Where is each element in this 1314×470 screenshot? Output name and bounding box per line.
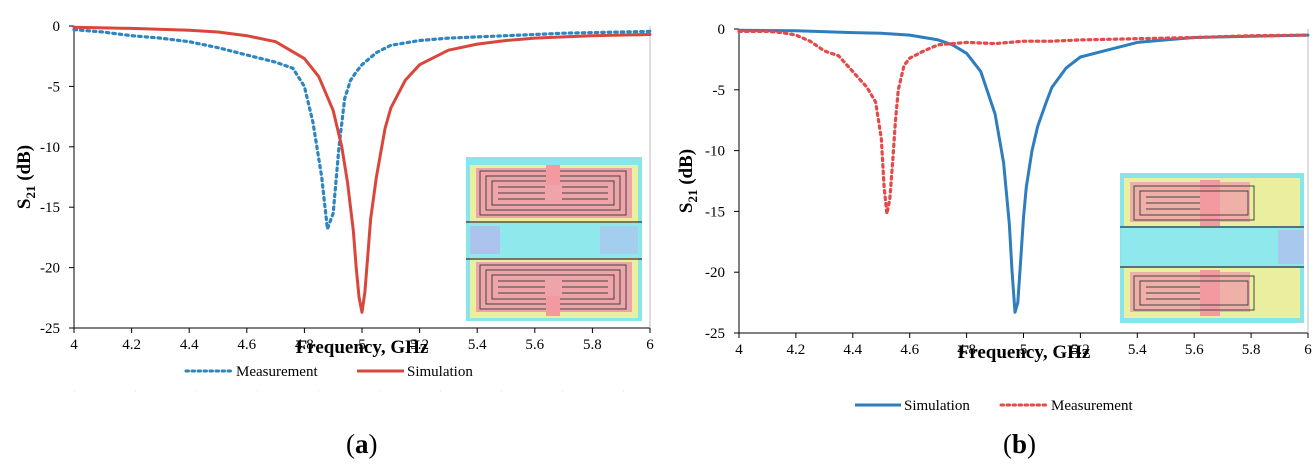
chart-b-x-tick-label: 4.8 (957, 342, 976, 358)
chart-a-x-tick-label: 5.2 (410, 337, 429, 353)
chart-b-field-inset (1120, 173, 1304, 323)
chart-b-x-axis-title: Frequency, GHz (958, 342, 1091, 363)
chart-a-x-tick-label: 6 (646, 337, 654, 353)
panel-b-label: (b) (1003, 429, 1036, 459)
chart-b-y-tick-label: -25 (705, 326, 725, 342)
chart-b-x-tick-label: 4.2 (787, 342, 806, 358)
chart-a-y-tick-label: -15 (40, 200, 60, 216)
chart-b-x-tick-label: 4 (735, 342, 743, 358)
chart-b-x-tick-label: 4.4 (843, 342, 862, 358)
chart-a-x-tick-label: 5.4 (468, 337, 487, 353)
chart-b-y-axis-title: S21 (dB) (676, 149, 700, 213)
chart-b-series-measurement-line (737, 29, 1310, 216)
panel-a-label: (a) (346, 429, 378, 459)
chart-b-x-tick-label: 5.4 (1128, 342, 1147, 358)
chart-a-y-tick-label: -5 (48, 79, 61, 95)
chart-a-x-tick-label: 4.2 (122, 337, 141, 353)
legend-a-measurement-label: Measurement (236, 364, 318, 380)
chart-b-x-tick-label: 4.6 (900, 342, 919, 358)
legend-a-simulation-label: Simulation (407, 364, 473, 380)
chart-a: 4 4.2 4.4 4.6 4.8 5 5.2 5.4 5.6 5.8 6 0 -5 -10 -15 -20 -… (40, 19, 654, 353)
chart-a-y-axis-title: S21 (dB) (14, 145, 38, 209)
chart-a-x-tick-label: 4.4 (180, 337, 199, 353)
chart-a-x-tick-label: 4 (70, 337, 78, 353)
chart-a-y-tick-label: 0 (53, 19, 61, 35)
chart-a-x-axis-title: Frequency, GHz (296, 337, 429, 358)
chart-b-y-tick-label: -5 (713, 83, 726, 99)
chart-b-y-tick-label: -15 (705, 204, 725, 220)
chart-a-series-simulation-line (72, 25, 652, 314)
chart-a-x-tick-label: 4.6 (237, 337, 256, 353)
chart-a-x-tick-label: 5 (358, 337, 366, 353)
chart-a-y-tick-label: -10 (40, 140, 60, 156)
chart-a-x-tick-label: 5.8 (583, 337, 602, 353)
legend-b-measurement-label: Measurement (1051, 398, 1133, 414)
chart-a-legend: Measurement Simulation (184, 364, 473, 380)
chart-a-y-tick-label: -25 (40, 321, 60, 337)
chart-b-series-simulation-line (737, 28, 1310, 314)
chart-a-x-tick-label: 5.6 (525, 337, 544, 353)
chart-b-x-tick-label: 5.8 (1242, 342, 1261, 358)
chart-b-y-tick-label: 0 (718, 22, 726, 38)
chart-b-x-tick-label: 5.6 (1185, 342, 1204, 358)
chart-b-y-tick-label: -20 (705, 265, 725, 281)
chart-a-field-inset (466, 157, 642, 321)
chart-a-y-tick-label: -20 (40, 261, 60, 277)
chart-b-legend: Simulation Measurement (855, 398, 1133, 414)
chart-b: 4 4.2 4.4 4.6 4.8 5 5.2 5.4 5.6 5.8 6 0 -5 -10 -15 -20 -… (705, 22, 1312, 358)
chart-b-x-tick-label: 6 (1304, 342, 1312, 358)
chart-a-series-measurement-line (72, 28, 652, 231)
legend-b-simulation-label: Simulation (904, 398, 970, 414)
chart-b-x-tick-label: 5.2 (1071, 342, 1090, 358)
chart-b-y-tick-label: -10 (705, 144, 725, 160)
chart-b-x-tick-label: 5 (1020, 342, 1028, 358)
chart-a-x-tick-label: 4.8 (295, 337, 314, 353)
